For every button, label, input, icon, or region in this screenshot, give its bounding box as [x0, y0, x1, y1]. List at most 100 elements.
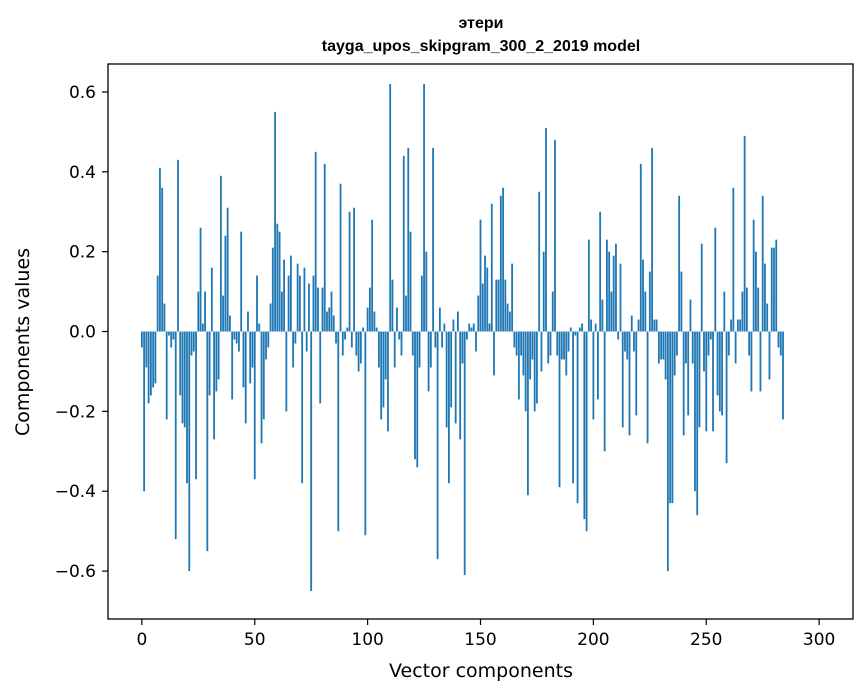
bar-component-10: [163, 303, 166, 332]
bar-component-52: [258, 323, 261, 332]
bar-component-27: [201, 323, 204, 332]
bar-component-278: [768, 331, 771, 380]
bar-component-260: [727, 331, 730, 356]
bar-component-42: [235, 331, 238, 344]
bar-component-268: [745, 287, 748, 332]
bar-component-49: [251, 331, 254, 368]
chart-subtitle: tayga_upos_skipgram_300_2_2019 model: [322, 38, 640, 55]
bar-component-198: [587, 239, 590, 332]
bar-component-30: [208, 331, 211, 396]
bar-component-228: [655, 319, 658, 332]
bar-component-186: [560, 331, 563, 360]
bar-component-105: [378, 331, 380, 368]
bar-component-3: [147, 331, 150, 404]
bar-component-258: [723, 291, 726, 332]
bar-component-28: [204, 291, 206, 332]
bar-component-98: [362, 327, 365, 332]
bar-component-21: [188, 331, 191, 572]
bar-component-221: [639, 163, 642, 332]
bar-component-176: [538, 191, 541, 332]
bar-component-262: [732, 187, 735, 332]
bar-component-190: [569, 327, 572, 332]
bar-component-191: [572, 331, 574, 484]
bar-component-167: [517, 331, 520, 400]
bar-component-151: [481, 283, 484, 332]
bar-component-235: [671, 331, 674, 504]
bar-component-233: [666, 331, 669, 572]
bar-component-165: [513, 331, 516, 348]
y-axis-label: Components values: [12, 248, 34, 436]
bar-component-271: [752, 219, 755, 332]
bar-component-0: [140, 331, 143, 348]
bar-component-284: [782, 331, 784, 420]
bar-component-26: [199, 227, 202, 332]
bar-component-279: [770, 247, 773, 332]
bar-component-195: [581, 323, 583, 332]
bar-component-131: [436, 331, 439, 560]
bar-component-76: [312, 275, 315, 332]
bar-component-170: [524, 331, 527, 412]
bar-component-197: [585, 331, 588, 532]
x-axis-label: Vector components: [389, 660, 573, 682]
bar-component-253: [712, 331, 714, 432]
bar-component-60: [276, 223, 279, 332]
bar-component-55: [265, 331, 267, 360]
bar-component-15: [174, 331, 177, 540]
x-tick-label: 150: [464, 630, 496, 650]
bar-component-34: [217, 331, 220, 380]
bar-component-43: [238, 331, 240, 352]
bar-component-239: [680, 271, 683, 332]
bar-component-90: [344, 331, 346, 340]
bar-component-64: [285, 331, 288, 412]
bar-component-46: [244, 331, 247, 424]
bar-component-8: [159, 167, 161, 332]
bar-component-121: [414, 331, 416, 460]
bar-component-267: [743, 135, 746, 332]
bar-component-178: [542, 251, 545, 332]
bar-component-188: [565, 331, 568, 376]
x-tick-label: 300: [803, 630, 835, 650]
bar-component-53: [260, 331, 263, 444]
bar-component-261: [730, 319, 732, 332]
bar-component-274: [759, 331, 762, 392]
bar-component-92: [348, 211, 351, 332]
bar-component-9: [161, 187, 164, 332]
bar-component-217: [630, 315, 633, 332]
bar-component-96: [357, 331, 360, 372]
bar-component-59: [274, 111, 276, 332]
bar-component-44: [240, 231, 243, 332]
bar-component-31: [210, 267, 213, 332]
bar-component-204: [601, 299, 604, 332]
bar-component-179: [545, 127, 547, 332]
bar-component-111: [391, 279, 394, 332]
bar-component-79: [319, 331, 322, 404]
bar-component-216: [628, 331, 631, 436]
bar-component-86: [335, 331, 337, 344]
bar-component-219: [635, 331, 638, 416]
bar-component-139: [454, 331, 457, 424]
bar-component-135: [445, 331, 448, 428]
bar-component-222: [642, 259, 644, 332]
bar-component-232: [664, 331, 667, 380]
bar-component-184: [556, 331, 559, 356]
bar-component-63: [283, 259, 285, 332]
bar-component-158: [497, 279, 500, 332]
bar-component-74: [308, 283, 310, 332]
bar-component-143: [463, 331, 466, 576]
y-tick-label: −0.4: [55, 482, 96, 502]
bar-component-71: [301, 331, 304, 484]
bar-component-245: [694, 331, 696, 492]
y-tick-label: −0.2: [55, 402, 96, 422]
bar-component-75: [310, 331, 313, 592]
bar-component-173: [531, 331, 534, 360]
bar-component-269: [748, 331, 751, 356]
bar-component-192: [574, 331, 577, 336]
bar-component-168: [520, 331, 523, 356]
y-tick-label: 0.4: [69, 163, 96, 183]
bar-component-136: [447, 331, 450, 484]
bar-component-141: [459, 331, 462, 440]
bar-component-17: [179, 331, 182, 396]
bar-component-238: [678, 195, 681, 332]
bar-component-187: [563, 331, 565, 360]
bar-component-37: [224, 235, 227, 332]
